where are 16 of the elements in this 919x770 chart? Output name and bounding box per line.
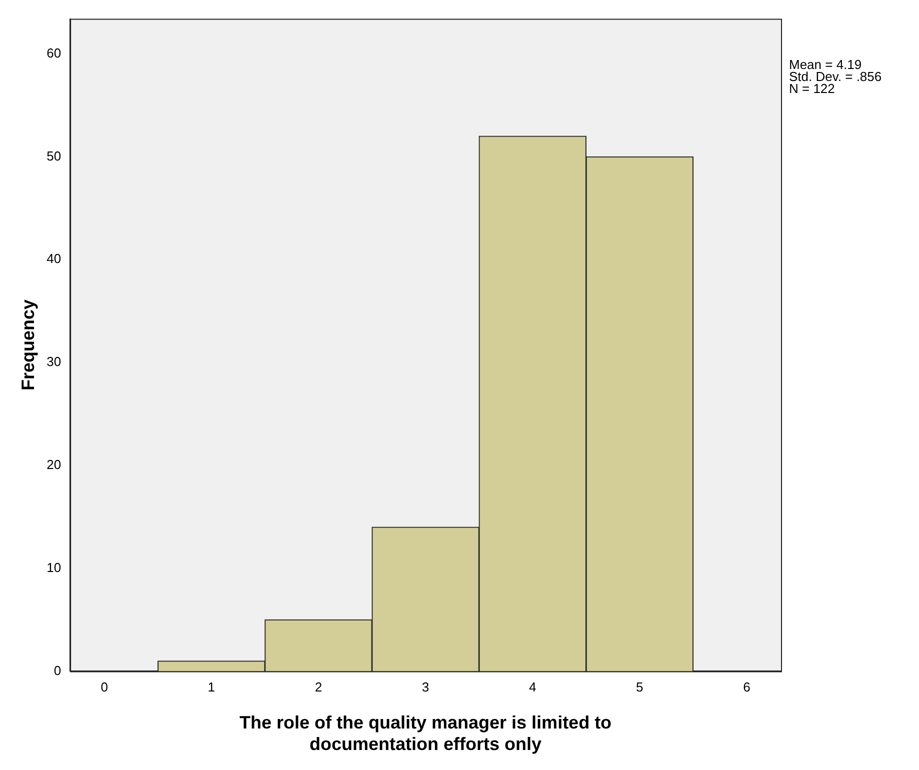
y-tick-label: 20 xyxy=(46,456,62,472)
y-tick-label: 50 xyxy=(46,148,62,164)
y-tick-label: 40 xyxy=(46,251,62,266)
y-tick-label: 10 xyxy=(46,560,62,575)
y-tick-label: 30 xyxy=(46,354,62,370)
x-tick-label: 5 xyxy=(636,680,644,695)
x-tick-label: 4 xyxy=(528,680,536,695)
y-tick-label: 60 xyxy=(46,45,62,60)
x-tick-label: 1 xyxy=(208,680,216,695)
x-tick-label: 3 xyxy=(422,680,430,695)
y-tick-label: 0 xyxy=(54,662,62,678)
x-tick-label: 6 xyxy=(743,680,750,695)
y-axis-title: Frequency xyxy=(18,299,38,391)
x-axis-title: The role of the quality manager is limited to documentation efforts only xyxy=(240,712,612,754)
x-tick-label: 0 xyxy=(100,680,108,695)
x-tick-label: 2 xyxy=(314,680,322,695)
